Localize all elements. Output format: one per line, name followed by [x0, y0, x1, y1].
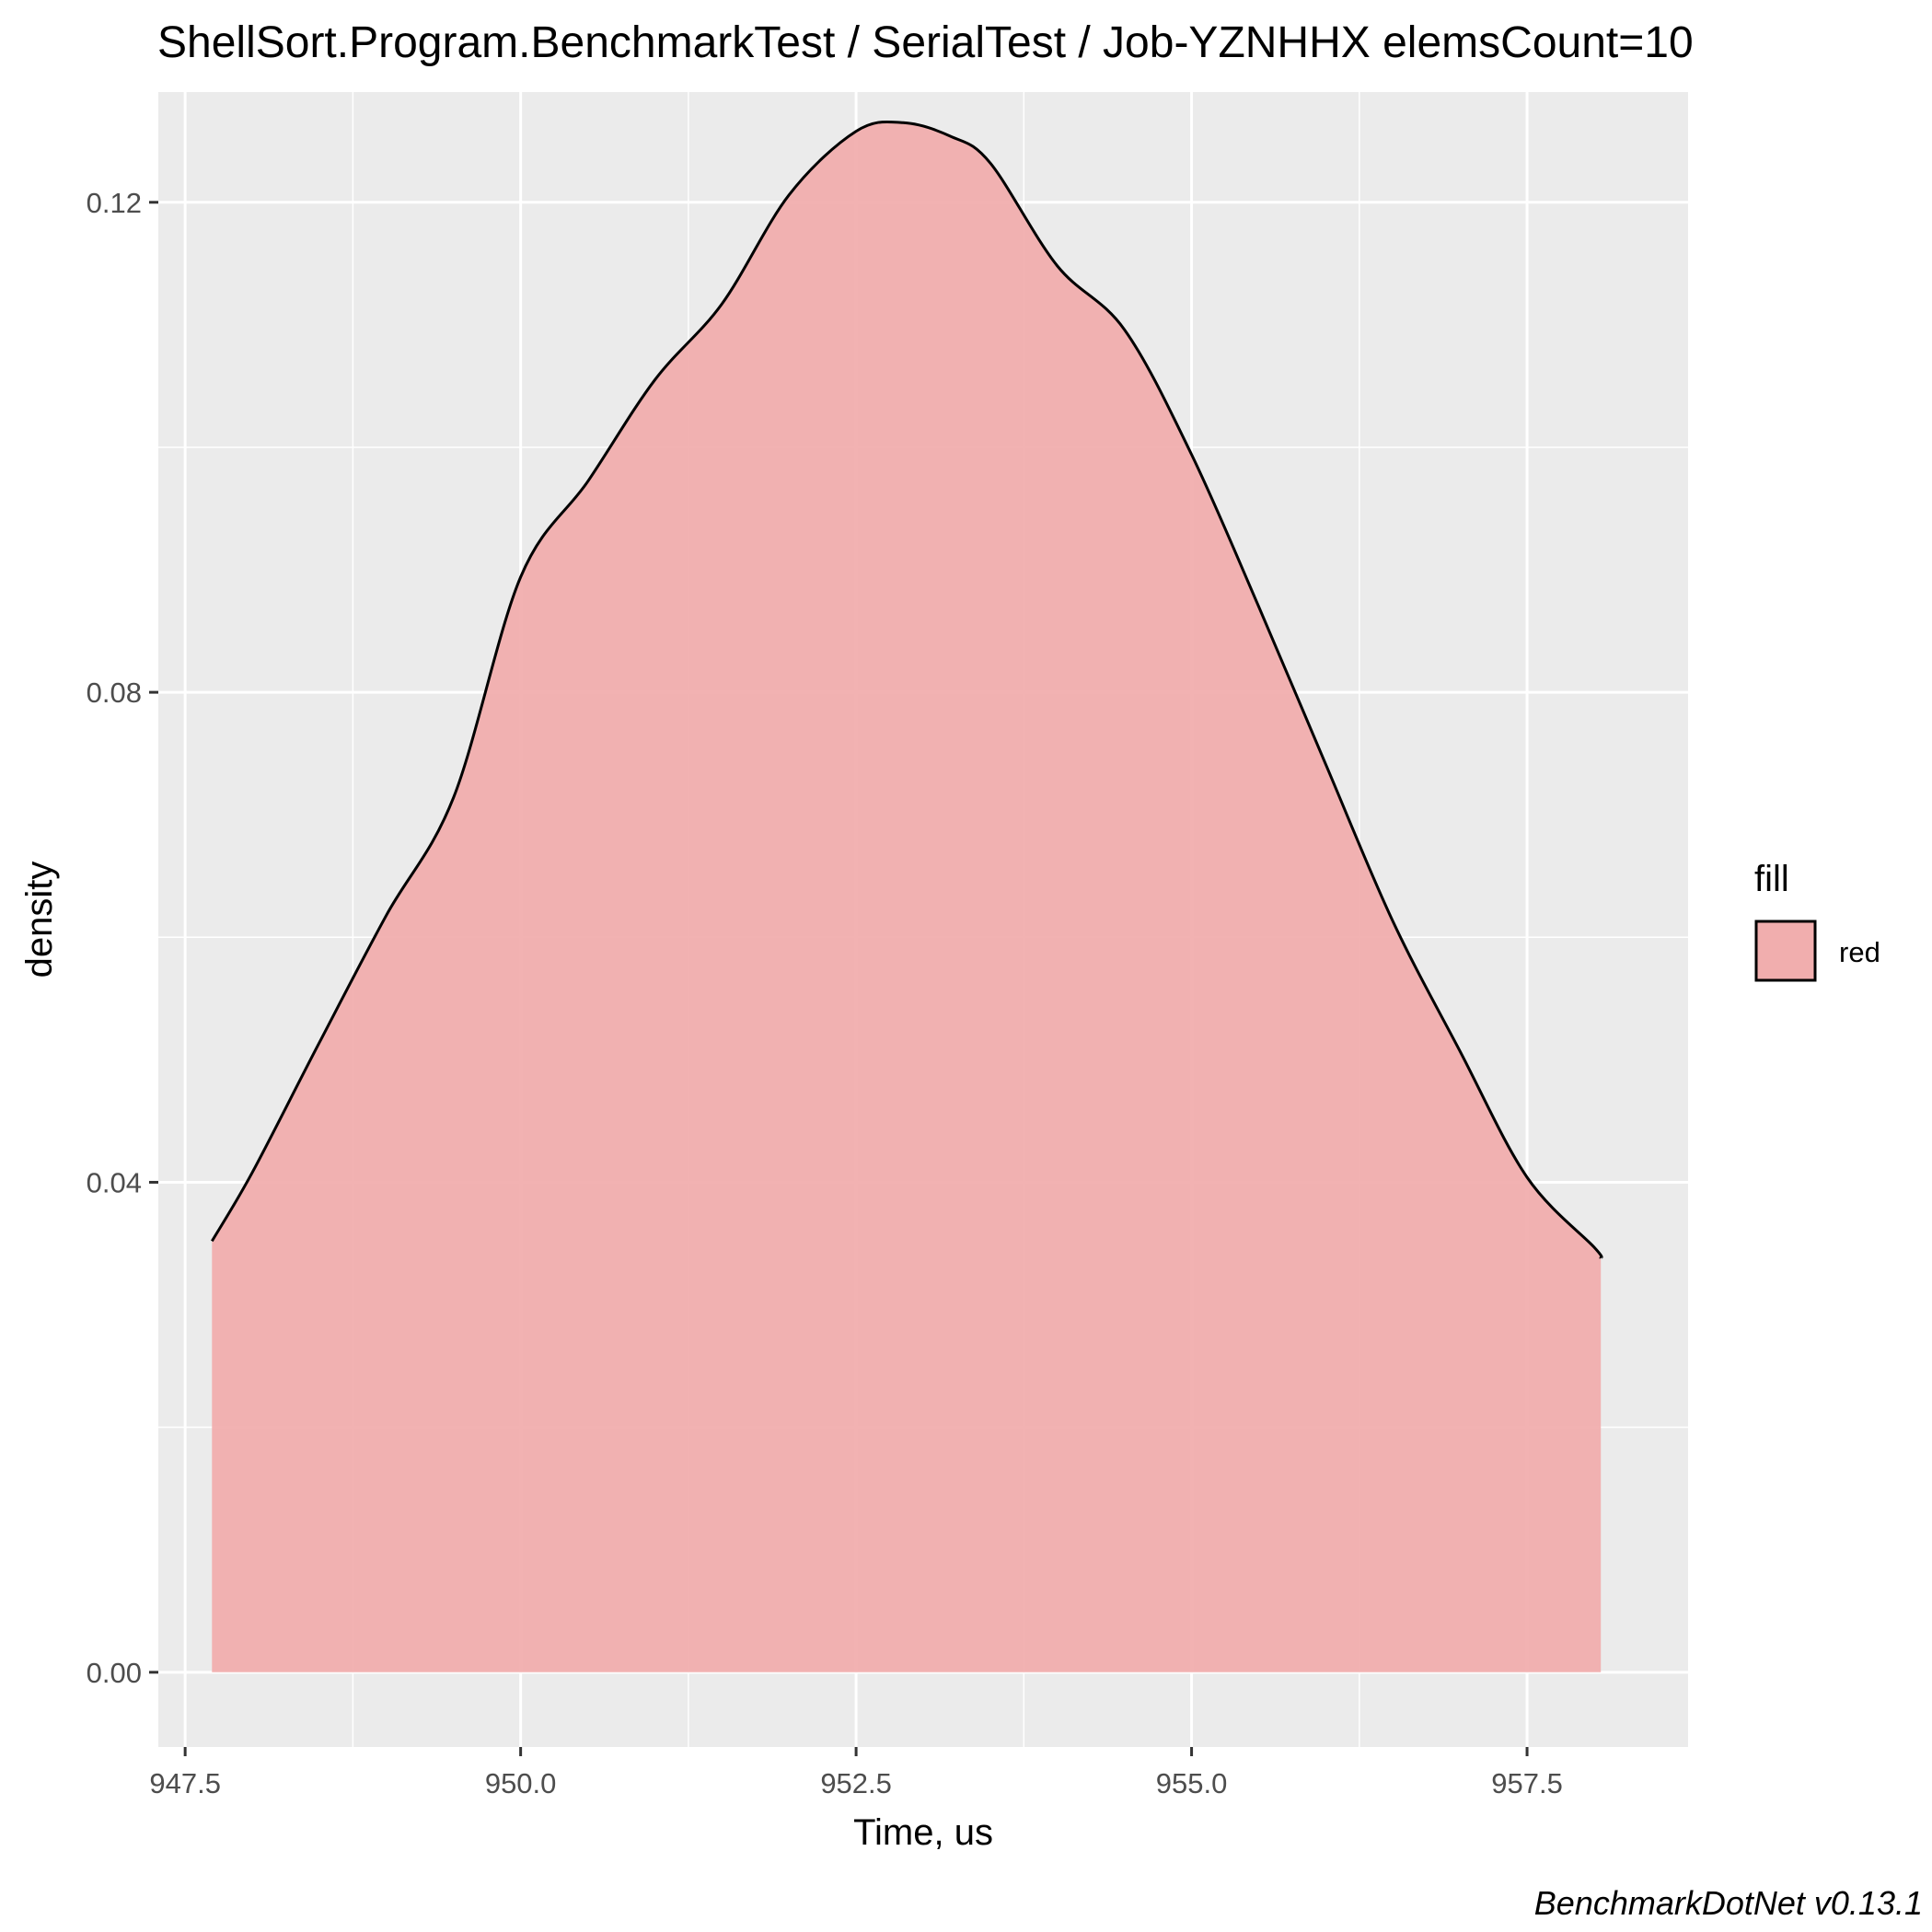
y-axis-title: density: [19, 862, 60, 978]
density-curve: [211, 120, 1603, 1260]
chart-title: ShellSort.Program.BenchmarkTest / Serial…: [157, 18, 1694, 67]
y-tick-label: 0.04: [87, 1166, 142, 1198]
legend: fill red: [1754, 859, 1880, 982]
x-axis: 947.5 950.0 952.5 955.0 957.5: [149, 1747, 1563, 1799]
y-tick-label: 0.12: [87, 187, 142, 219]
legend-title: fill: [1754, 859, 1789, 899]
legend-key-red: [1754, 920, 1817, 982]
x-axis-title: Time, us: [853, 1812, 993, 1853]
caption: BenchmarkDotNet v0.13.1: [1534, 1884, 1923, 1922]
x-tick-label: 950.0: [485, 1767, 557, 1799]
density-area: [212, 121, 1602, 1672]
legend-label-red: red: [1839, 936, 1880, 968]
x-tick-label: 952.5: [820, 1767, 892, 1799]
x-tick-label: 955.0: [1156, 1767, 1228, 1799]
x-tick-label: 957.5: [1491, 1767, 1563, 1799]
y-tick-label: 0.08: [87, 677, 142, 709]
y-tick-label: 0.00: [87, 1657, 142, 1689]
x-tick-label: 947.5: [149, 1767, 221, 1799]
y-axis: 0.00 0.04 0.08 0.12: [87, 187, 158, 1689]
